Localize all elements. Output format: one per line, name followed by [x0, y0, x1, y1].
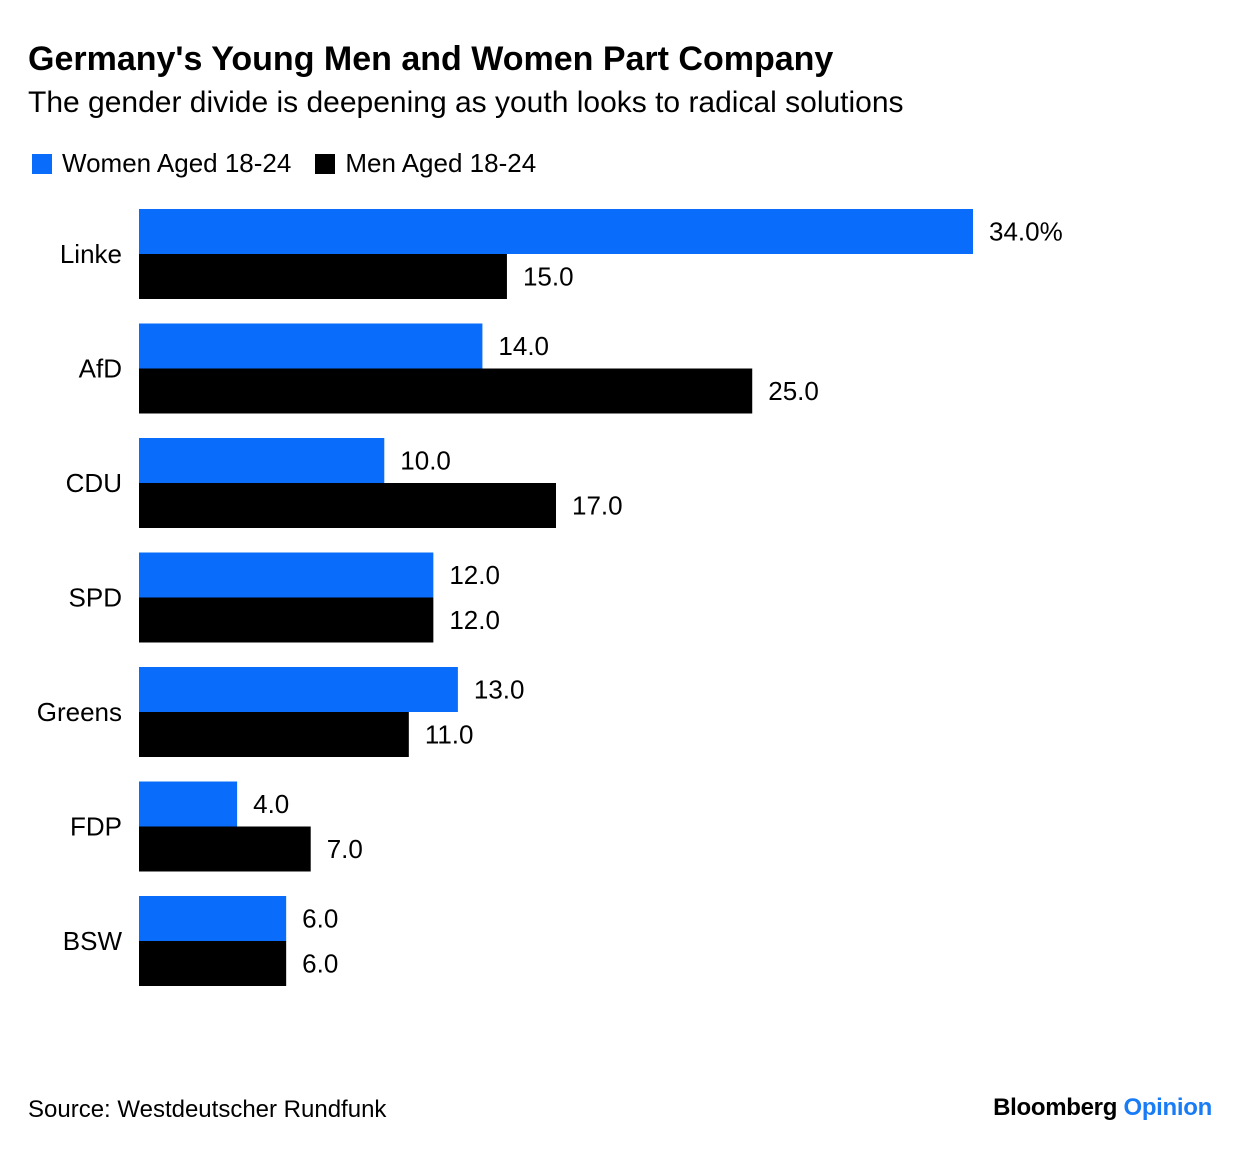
legend: Women Aged 18-24 Men Aged 18-24: [32, 148, 560, 179]
category-label: Linke: [60, 239, 122, 269]
data-label-men: 17.0: [572, 491, 623, 521]
bar-women: [139, 323, 483, 369]
legend-swatch-men: [315, 153, 336, 174]
legend-label-men: Men Aged 18-24: [345, 148, 537, 178]
legend-label-women: Women Aged 18-24: [62, 148, 292, 178]
bar-chart: Linke 34.0% 15.0 AfD 14.0 25.0 CDU 10.0 17.0 SPD 1…: [37, 209, 1063, 986]
data-label-men: 6.0: [302, 949, 338, 979]
legend-item-women: Women Aged 18-24: [32, 148, 291, 179]
bar-men: [139, 254, 507, 299]
data-label-women: 10.0: [400, 446, 451, 476]
data-label-women: 14.0: [498, 331, 549, 361]
bar-men: [139, 826, 311, 872]
source-note: Source: Westdeutscher Rundfunk: [28, 1096, 387, 1123]
bar-women: [139, 552, 434, 598]
bar-women: [139, 667, 458, 712]
data-label-men: 7.0: [327, 834, 363, 864]
bar-women: [139, 896, 287, 941]
category-label: FDP: [70, 812, 122, 842]
category-label: SPD: [69, 583, 122, 613]
data-label-men: 15.0: [523, 262, 574, 292]
bar-men: [139, 712, 409, 757]
chart-title: Germany's Young Men and Women Part Compa…: [28, 40, 834, 78]
data-label-women: 13.0: [474, 675, 525, 705]
bar-men: [139, 597, 434, 643]
bar-women: [139, 781, 238, 827]
category-label: BSW: [63, 926, 123, 956]
chart-subtitle: The gender divide is deepening as youth …: [28, 86, 904, 119]
data-label-women: 6.0: [302, 904, 338, 934]
bar-men: [139, 941, 287, 986]
data-label-men: 11.0: [425, 720, 474, 750]
data-label-men: 12.0: [449, 605, 500, 635]
bar-women: [139, 209, 973, 254]
category-label: AfD: [79, 354, 122, 384]
category-label: CDU: [66, 468, 122, 498]
brand-accent: Opinion: [1123, 1094, 1212, 1121]
legend-swatch-women: [32, 153, 52, 174]
data-label-women: 12.0: [449, 560, 500, 590]
brand-name: Bloomberg: [993, 1094, 1118, 1121]
data-label-women: 34.0%: [989, 217, 1063, 247]
legend-item-men: Men Aged 18-24: [315, 148, 536, 179]
bar-men: [139, 483, 556, 528]
bar-men: [139, 368, 753, 414]
bar-women: [139, 438, 385, 483]
brand-logo: Bloomberg Opinion: [993, 1094, 1212, 1122]
data-label-men: 25.0: [768, 376, 819, 406]
category-label: Greens: [37, 697, 122, 727]
data-label-women: 4.0: [253, 789, 289, 819]
